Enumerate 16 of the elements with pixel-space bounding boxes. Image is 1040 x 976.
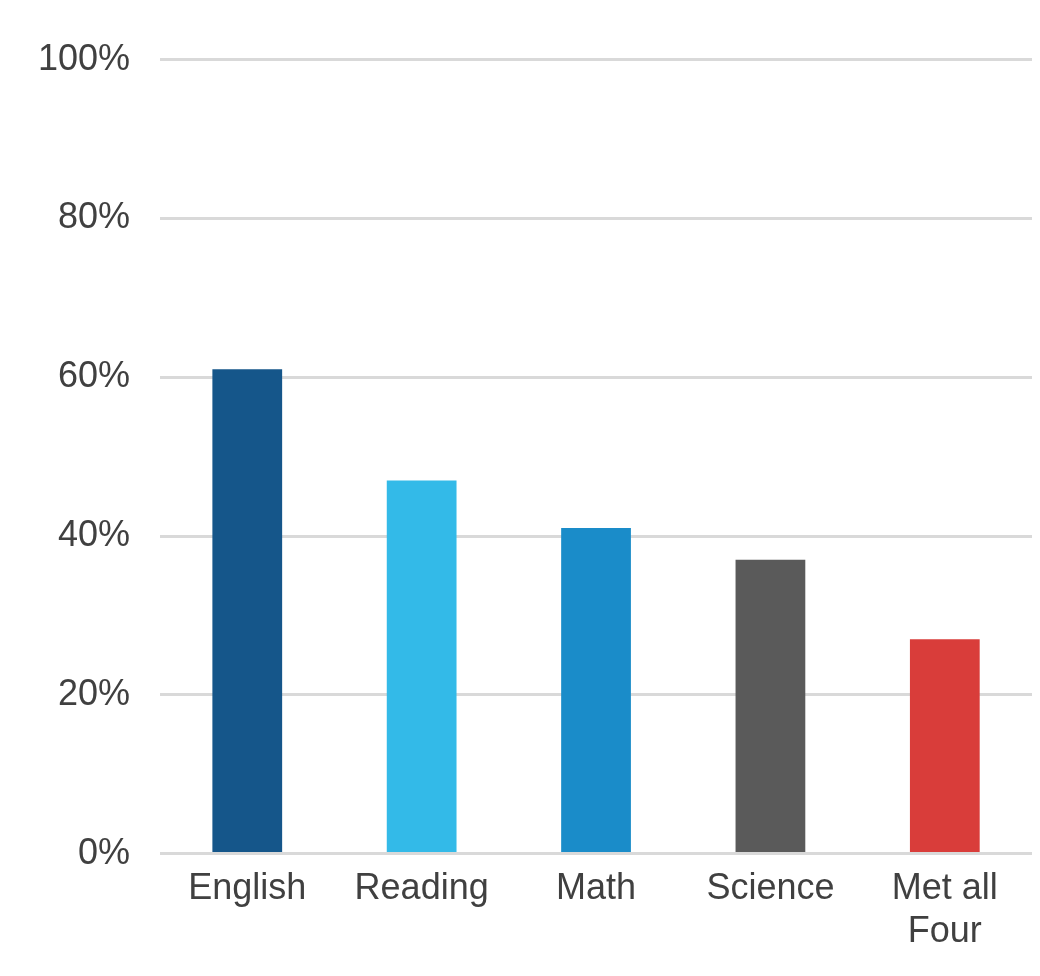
bar xyxy=(212,369,283,853)
y-tick-label: 60% xyxy=(58,354,131,396)
y-tick-label: 40% xyxy=(58,512,131,554)
y-tick-label: 0% xyxy=(78,830,131,872)
x-tick-label: Reading xyxy=(354,866,489,908)
y-tick-label: 100% xyxy=(38,36,131,78)
bar xyxy=(735,559,806,853)
bar xyxy=(909,639,980,853)
bar xyxy=(386,480,457,853)
y-tick-label: 20% xyxy=(58,671,131,713)
x-tick-label: Math xyxy=(556,866,637,908)
x-tick-label: Met all Four xyxy=(891,866,998,951)
y-tick-label: 80% xyxy=(58,195,131,237)
x-tick-label: Science xyxy=(706,866,835,908)
x-tick-label: English xyxy=(188,866,307,908)
bar xyxy=(561,528,631,853)
